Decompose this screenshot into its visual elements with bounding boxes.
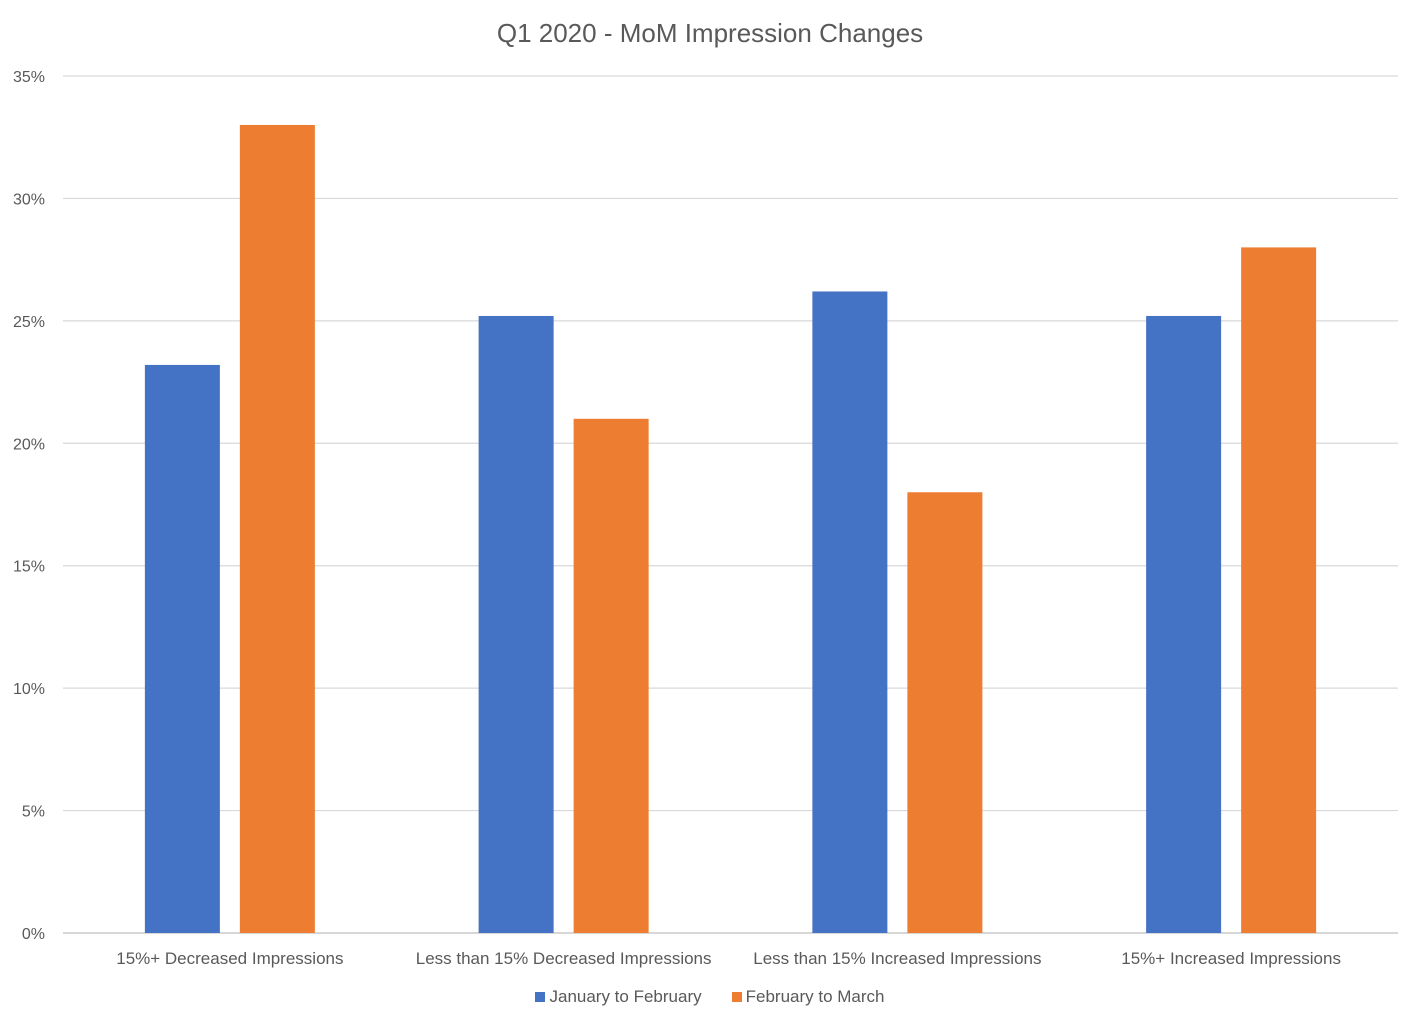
bar-jan-feb	[144, 364, 220, 934]
legend-item-series-1: January to February	[535, 987, 702, 1007]
bar-feb-mar	[239, 124, 315, 933]
y-tick-label: 15%	[13, 559, 45, 576]
y-tick-label: 20%	[13, 436, 45, 453]
legend: January to February February to March	[0, 987, 1420, 1007]
bars	[144, 124, 1317, 934]
y-tick-label: 35%	[13, 69, 45, 86]
y-tick-label: 5%	[22, 804, 45, 821]
y-tick-label: 10%	[13, 681, 45, 698]
y-tick-label: 25%	[13, 314, 45, 331]
bar-feb-mar	[907, 492, 983, 933]
y-tick-label: 30%	[13, 191, 45, 208]
legend-item-series-2: February to March	[731, 987, 885, 1007]
legend-swatch-orange	[731, 992, 742, 1002]
bar-jan-feb	[478, 315, 554, 934]
x-tick-label: Less than 15% Decreased Impressions	[416, 949, 712, 968]
bar-feb-mar	[1241, 247, 1317, 933]
x-axis-ticks: 15%+ Decreased Impressions Less than 15% …	[116, 949, 1341, 968]
bar-feb-mar	[573, 418, 649, 933]
y-axis-ticks: 0% 5% 10% 15% 20% 25% 30% 35%	[13, 69, 45, 943]
legend-swatch-blue	[535, 992, 546, 1002]
legend-label: February to March	[745, 987, 885, 1006]
legend-label: January to February	[549, 987, 702, 1006]
chart-title: Q1 2020 - MoM Impression Changes	[496, 18, 924, 48]
x-tick-label: 15%+ Increased Impressions	[1121, 949, 1341, 968]
x-tick-label: 15%+ Decreased Impressions	[116, 949, 343, 968]
y-tick-label: 0%	[22, 926, 45, 943]
x-tick-label: Less than 15% Increased Impressions	[753, 949, 1041, 968]
bar-jan-feb	[1146, 315, 1222, 934]
bar-jan-feb	[812, 291, 888, 934]
